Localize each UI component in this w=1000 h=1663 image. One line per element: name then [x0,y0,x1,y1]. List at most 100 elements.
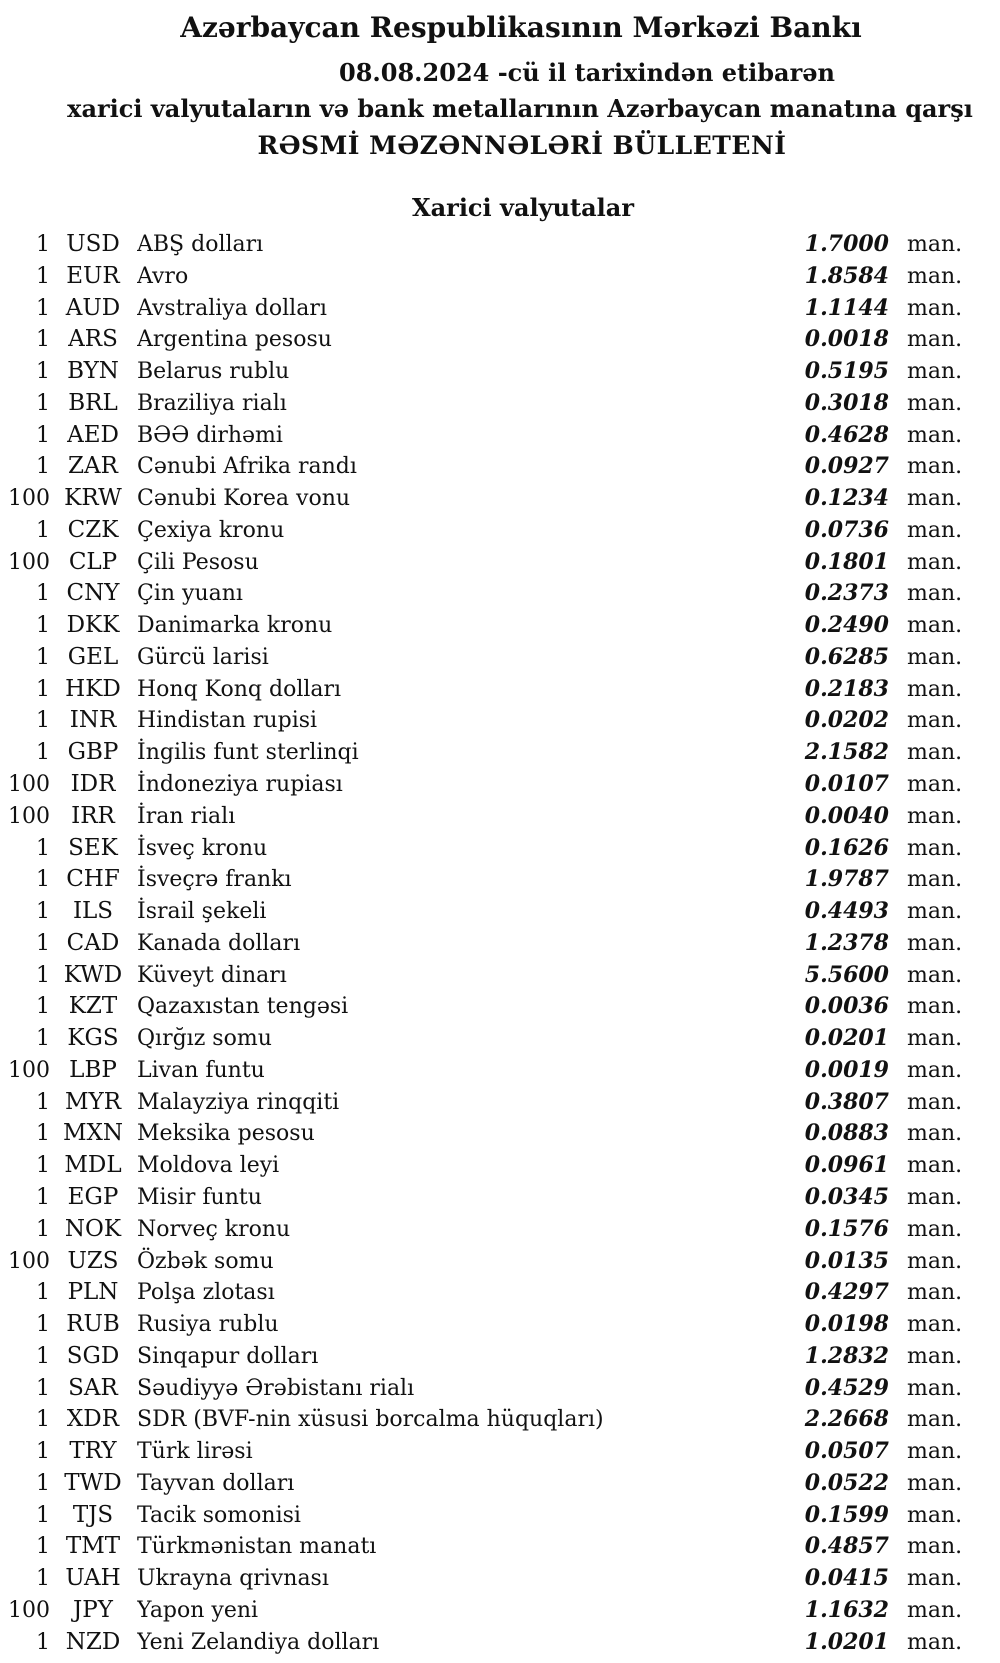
currency-unit-label: man. [907,581,963,607]
currency-quantity: 1 [36,835,50,861]
currency-quantity: 100 [8,772,50,798]
currency-unit-label: man. [907,1057,963,1083]
currency-unit-label: man. [907,232,963,257]
currency-rate: 0.0961 [804,1152,889,1179]
currency-name: Kanada dolları [137,930,301,956]
currency-quantity: 1 [36,1121,50,1147]
currency-name: Livan funtu [137,1057,265,1083]
currency-code: RUB [66,1311,120,1338]
currency-code: EUR [66,262,120,289]
currency-name: Meksika pesosu [137,1121,315,1147]
currency-row: 1 EUR Avro 1.8584 man. [0,261,1000,293]
currency-name: SDR (BVF-nin xüsusi borcalma hüquqları) [137,1407,604,1433]
currency-row: 1 BYN Belarus rublu 0.5195 man. [0,356,1000,388]
currency-rate: 0.0036 [804,993,889,1020]
currency-code: TRY [69,1438,117,1465]
currency-code: HKD [65,675,121,702]
currency-unit-label: man. [907,1312,963,1338]
currency-code: SGD [66,1342,120,1369]
currency-unit-label: man. [907,644,963,670]
currency-code: CHF [66,866,120,893]
currency-rate: 0.2373 [804,580,889,607]
currency-rate: 2.1582 [804,739,889,766]
currency-rate: 1.0201 [804,1628,889,1655]
currency-quantity: 1 [36,708,50,734]
currency-name: Braziliya rialı [137,390,287,416]
currency-unit-label: man. [907,263,963,289]
currency-rate: 1.1144 [804,294,889,321]
rates-table: 1 USD ABŞ dolları 1.7000 man. 1 EUR Avro… [0,229,1000,1658]
currency-row: 1 INR Hindistan rupisi 0.0202 man. [0,705,1000,737]
currency-quantity: 1 [36,1407,50,1433]
currency-row: 1 TJS Tacik somonisi 0.1599 man. [0,1500,1000,1532]
currency-name: İndoneziya rupiası [137,772,343,798]
currency-row: 1 TWD Tayvan dolları 0.0522 man. [0,1468,1000,1500]
currency-rate: 0.3807 [804,1088,889,1115]
currency-code: UAH [65,1565,121,1592]
currency-code: EGP [67,1183,119,1210]
currency-unit-label: man. [907,1597,963,1623]
currency-name: Özbək somu [137,1248,274,1274]
currency-code: NOK [64,1215,122,1242]
currency-row: 1 USD ABŞ dolları 1.7000 man. [0,229,1000,261]
currency-quantity: 1 [36,359,50,385]
currency-code: IRR [71,802,115,829]
currency-rate: 1.8584 [804,262,889,289]
currency-quantity: 1 [36,422,50,448]
currency-quantity: 1 [36,1534,50,1560]
currency-code: ARS [68,326,118,353]
currency-code: MYR [64,1088,122,1115]
currency-rate: 0.0198 [804,1311,889,1338]
currency-name: Çexiya kronu [137,517,285,543]
currency-unit-label: man. [907,708,963,734]
currency-name: Yapon yeni [137,1597,259,1623]
effective-date-line: 08.08.2024 -cü il tarixindən etibarən [339,58,835,87]
currency-rate: 1.2378 [804,929,889,956]
currency-row: 100 CLP Çili Pesosu 0.1801 man. [0,547,1000,579]
currency-rate: 0.0927 [804,453,889,480]
currency-name: Türk lirəsi [137,1439,253,1465]
currency-rate: 0.2183 [804,675,889,702]
currency-unit-label: man. [907,1216,963,1242]
currency-quantity: 100 [8,803,50,829]
currency-code: TWD [64,1469,122,1496]
currency-code: KWD [63,961,123,988]
currency-quantity: 100 [8,1597,50,1623]
currency-row: 1 HKD Honq Konq dolları 0.2183 man. [0,674,1000,706]
currency-name: Belarus rublu [137,359,290,385]
currency-rate: 1.1632 [804,1596,889,1623]
currency-quantity: 1 [36,1566,50,1592]
currency-row: 1 PLN Polşa zlotası 0.4297 man. [0,1277,1000,1309]
currency-name: Səudiyyə Ərəbistanı rialı [137,1375,415,1401]
currency-name: Honq Konq dolları [137,676,342,702]
currency-row: 1 EGP Misir funtu 0.0345 man. [0,1182,1000,1214]
currency-unit-label: man. [907,1089,963,1115]
currency-row: 1 AED BƏƏ dirhəmi 0.4628 man. [0,420,1000,452]
currency-name: BƏƏ dirhəmi [137,422,283,448]
currency-name: Rusiya rublu [137,1312,279,1338]
currency-unit-label: man. [907,327,963,353]
currency-row: 1 BRL Braziliya rialı 0.3018 man. [0,388,1000,420]
currency-unit-label: man. [907,1026,963,1052]
currency-unit-label: man. [907,454,963,480]
currency-quantity: 1 [36,740,50,766]
currency-unit-label: man. [907,1566,963,1592]
currency-quantity: 1 [36,1153,50,1179]
currency-row: 1 CAD Kanada dolları 1.2378 man. [0,928,1000,960]
currency-quantity: 1 [36,1280,50,1306]
currency-unit-label: man. [907,1121,963,1147]
currency-rate: 0.0202 [804,707,889,734]
currency-unit-label: man. [907,676,963,702]
currency-name: Çin yuanı [137,581,243,607]
currency-row: 1 MDL Moldova leyi 0.0961 man. [0,1150,1000,1182]
currency-code: IDR [70,771,116,798]
currency-name: İngilis funt sterlinqi [137,740,359,766]
currency-quantity: 1 [36,1629,50,1655]
currency-unit-label: man. [907,1407,963,1433]
currency-name: Cənubi Korea vonu [137,486,351,512]
currency-unit-label: man. [907,930,963,956]
currency-name: İsveç kronu [137,835,268,861]
currency-row: 1 DKK Danimarka kronu 0.2490 man. [0,610,1000,642]
currency-quantity: 1 [36,676,50,702]
currency-row: 100 IDR İndoneziya rupiası 0.0107 man. [0,769,1000,801]
